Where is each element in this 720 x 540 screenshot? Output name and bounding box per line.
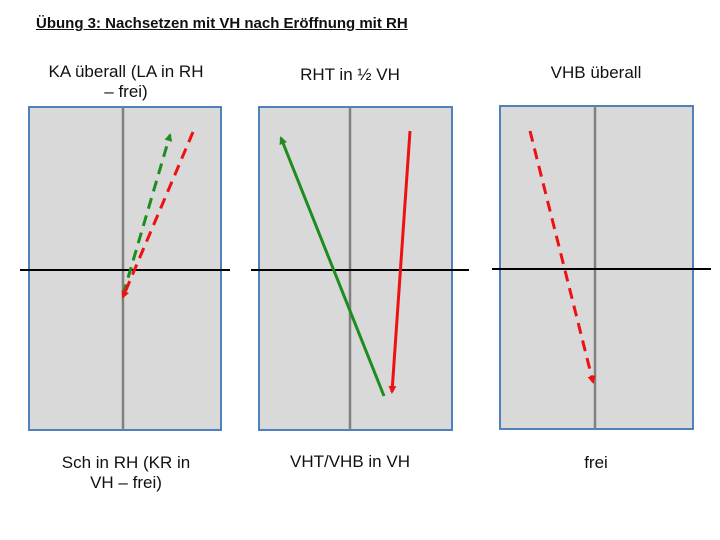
panel-2-court [251,106,469,431]
panel-1-bottom-label-line2: VH – frei) [90,473,162,492]
panel-3-court-area [499,105,694,430]
panel-2-top-label: RHT in ½ VH [252,65,448,85]
panel-1-top-label-line1: KA überall (LA in RH [48,62,204,81]
panel-1-bottom-label: Sch in RH (KR in VH – frei) [28,453,224,493]
panel-3-bottom-label: frei [498,453,694,473]
panel-3-top-label: VHB überall [498,63,694,83]
page-title: Übung 3: Nachsetzen mit VH nach Eröffnun… [36,15,408,32]
panel-2-green-arrow [279,136,386,397]
panel-2-red-arrow [388,130,412,394]
panel-1-court-area [28,106,222,431]
panel-1-green-arrow [121,133,173,296]
panel-1-top-label-line2: – frei) [104,82,148,101]
panel-2-bottom-label: VHT/VHB in VH [252,452,448,472]
panel-2-bottom-label-line1: VHT/VHB in VH [290,452,410,471]
panel-3-bottom-label-line1: frei [584,453,608,472]
panel-2-top-label-line1: RHT in ½ VH [300,65,400,84]
panel-3-court [492,105,711,430]
panel-1-bottom-label-line1: Sch in RH (KR in [61,453,191,472]
panel-1-red-arrow [121,131,195,299]
panel-1-top-label: KA überall (LA in RH – frei) [28,62,224,102]
panel-1-court [20,106,230,431]
panel-3-red-arrow [528,130,596,384]
panel-3-top-label-line1: VHB überall [550,63,642,82]
